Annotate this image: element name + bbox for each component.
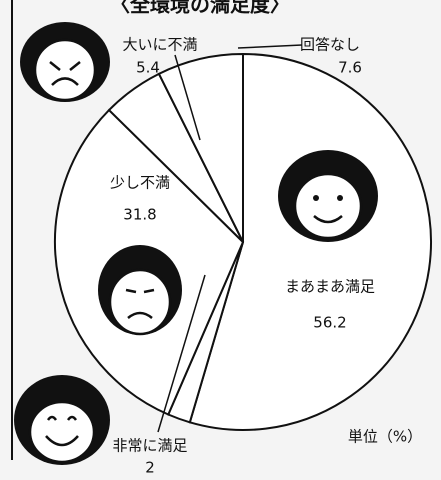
value-label: 56.2 — [313, 314, 346, 332]
pie-slice — [188, 52, 432, 431]
unit-label: 単位（%） — [348, 428, 422, 446]
slice-label: 非常に満足 — [112, 437, 187, 455]
face-angry — [20, 22, 110, 102]
slice-label: まあまあ満足 — [285, 278, 375, 296]
leader-line — [174, 54, 201, 141]
leader-line — [157, 274, 206, 433]
pie-slice — [157, 52, 244, 243]
face-very-happy — [14, 375, 110, 465]
slice-label: 回答なし — [300, 36, 360, 54]
value-label: 2 — [145, 459, 155, 477]
face-happy — [278, 150, 378, 242]
slice-label: 少し不満 — [110, 174, 170, 192]
value-label: 31.8 — [123, 206, 156, 224]
value-label: 5.4 — [136, 59, 160, 77]
face-unhappy — [98, 245, 182, 336]
slice-label: 大いに不満 — [122, 36, 197, 54]
chart-title: 〈全環境の満足度〉 — [110, 0, 290, 17]
value-label: 7.6 — [338, 59, 362, 77]
leader-line — [237, 44, 303, 49]
